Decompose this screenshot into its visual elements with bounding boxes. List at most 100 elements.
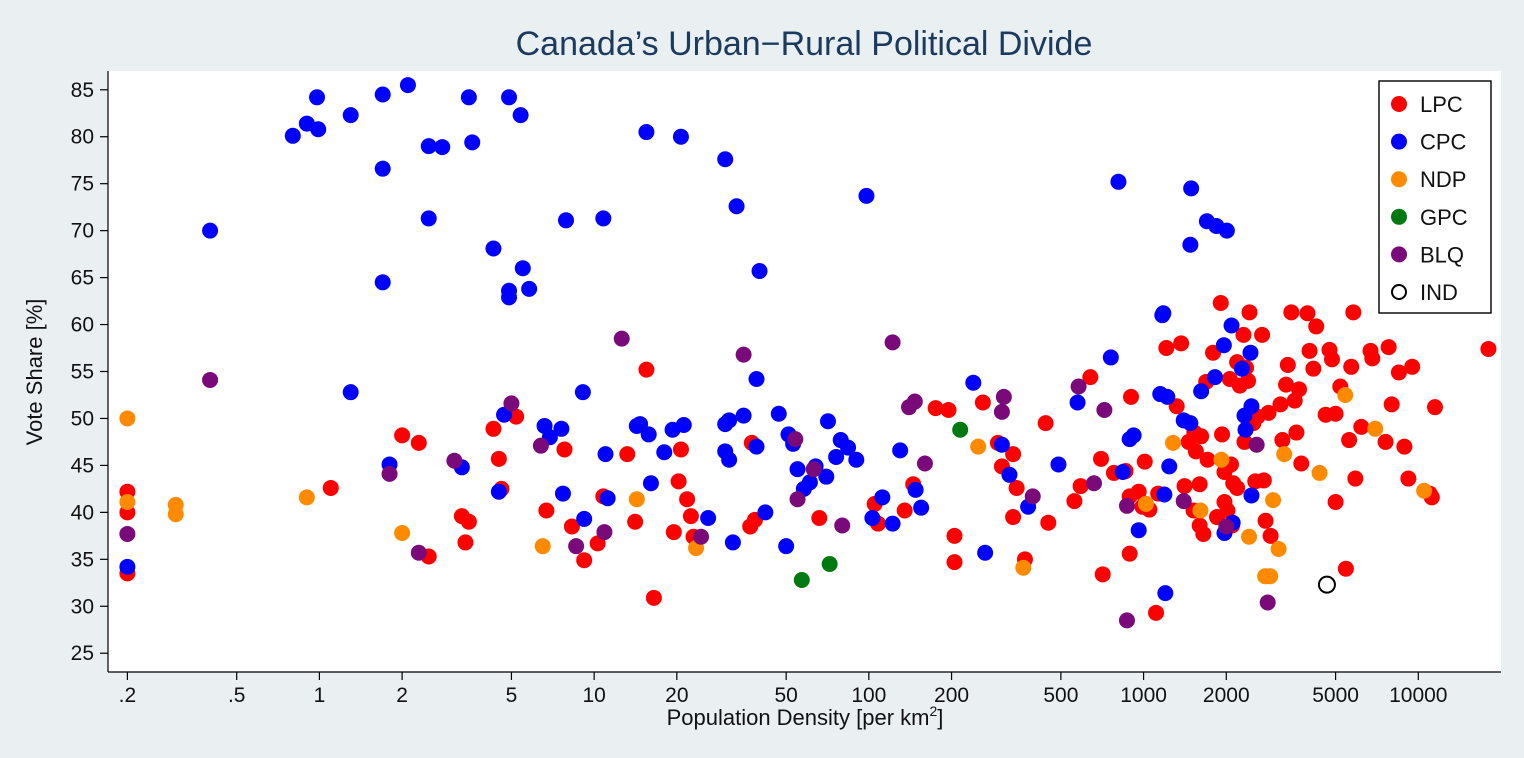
point-lpc [1323, 351, 1340, 368]
point-lpc [410, 434, 427, 451]
point-blq [568, 538, 585, 555]
point-lpc [1377, 433, 1394, 450]
point-ndp [1367, 420, 1384, 437]
point-cpc [1237, 421, 1254, 438]
point-blq [1175, 493, 1192, 510]
point-lpc [927, 400, 944, 417]
point-cpc [840, 439, 857, 456]
x-tick-label: 10 [582, 684, 605, 707]
legend-label-blq: BLQ [1420, 242, 1464, 267]
point-blq [1096, 402, 1113, 419]
point-lpc [1072, 478, 1089, 495]
point-cpc [501, 89, 518, 106]
point-cpc [514, 260, 531, 277]
point-lpc [460, 513, 477, 530]
x-tick-label: 10000 [1389, 684, 1447, 707]
point-lpc [1176, 478, 1193, 495]
legend: LPC CPC NDP GPC BLQ IND [1378, 80, 1492, 314]
point-cpc [420, 210, 437, 227]
point-lpc [1094, 566, 1111, 583]
point-cpc [965, 374, 982, 391]
point-cpc [1242, 344, 1259, 361]
point-lpc [1383, 396, 1400, 413]
point-cpc [1069, 394, 1086, 411]
point-ndp [1276, 446, 1293, 463]
point-lpc [974, 394, 991, 411]
point-lpc [1301, 342, 1318, 359]
point-lpc [1299, 305, 1316, 322]
point-cpc [913, 499, 930, 516]
point-lpc [1343, 358, 1360, 375]
point-cpc [638, 124, 655, 141]
point-lpc [1272, 396, 1289, 413]
point-ndp [1213, 451, 1230, 468]
point-lpc [619, 446, 636, 463]
point-blq [202, 371, 219, 388]
y-tick-label: 75 [71, 173, 94, 196]
point-gpc [793, 571, 810, 588]
point-blq [446, 452, 463, 469]
point-cpc [907, 481, 924, 498]
point-ndp [1337, 386, 1354, 403]
legend-label-lpc: LPC [1420, 92, 1463, 117]
point-cpc [700, 509, 717, 526]
point-cpc [770, 405, 787, 422]
point-blq [1259, 594, 1276, 611]
x-tick-label: 1 [314, 684, 326, 707]
point-lpc [1293, 455, 1310, 472]
point-ndp [394, 525, 411, 542]
point-blq [613, 330, 630, 347]
point-cpc [576, 510, 593, 527]
point-cpc [748, 438, 765, 455]
x-tick-label: 1000 [1120, 684, 1167, 707]
point-cpc [672, 128, 689, 145]
point-cpc [721, 412, 738, 429]
x-tick-label: 500 [1043, 684, 1078, 707]
point-lpc [946, 554, 963, 571]
point-lpc [1345, 304, 1362, 321]
point-cpc [374, 160, 391, 177]
legend-label-cpc: CPC [1420, 130, 1467, 155]
x-axis-label-sup: 2 [929, 703, 937, 719]
y-tick-label: 70 [71, 220, 94, 243]
x-ticks: .2 .5 1 2 5 10 20 50 100 200 500 1000 2000 5000 10000 [119, 672, 1448, 707]
point-lpc [1390, 364, 1407, 381]
point-cpc [748, 371, 765, 388]
point-lpc [576, 552, 593, 569]
point-lpc [1257, 512, 1274, 529]
x-axis-label-main: Population Density [per km [667, 705, 930, 730]
point-cpc [1156, 486, 1173, 503]
point-cpc [675, 417, 692, 434]
point-blq [884, 334, 901, 351]
point-lpc [940, 402, 957, 419]
point-lpc [946, 527, 963, 544]
point-ndp [167, 496, 184, 513]
y-tick-label: 50 [71, 407, 94, 430]
point-cpc [1161, 458, 1178, 475]
point-cpc [1125, 427, 1142, 444]
point-cpc [1223, 317, 1240, 334]
point-lpc [1327, 405, 1344, 422]
point-lpc [1040, 514, 1057, 531]
point-lpc [672, 441, 689, 458]
point-cpc [374, 274, 391, 291]
point-cpc [977, 544, 994, 561]
point-cpc [892, 442, 909, 459]
point-ndp [119, 410, 136, 427]
point-lpc [1426, 399, 1443, 416]
point-cpc [1243, 487, 1260, 504]
y-tick-label: 60 [71, 314, 94, 337]
legend-box [1378, 80, 1492, 314]
point-cpc [434, 139, 451, 156]
point-cpc [1207, 369, 1224, 386]
x-tick-label: .2 [119, 684, 137, 707]
point-ndp [1270, 540, 1287, 557]
point-ndp [1241, 528, 1258, 545]
x-tick-label: 5000 [1312, 684, 1359, 707]
point-blq [735, 346, 752, 363]
point-lpc [1274, 432, 1291, 449]
point-lpc [1229, 479, 1246, 496]
point-ndp [628, 491, 645, 508]
legend-marker-gpc [1391, 208, 1407, 225]
point-lpc [1353, 418, 1370, 435]
